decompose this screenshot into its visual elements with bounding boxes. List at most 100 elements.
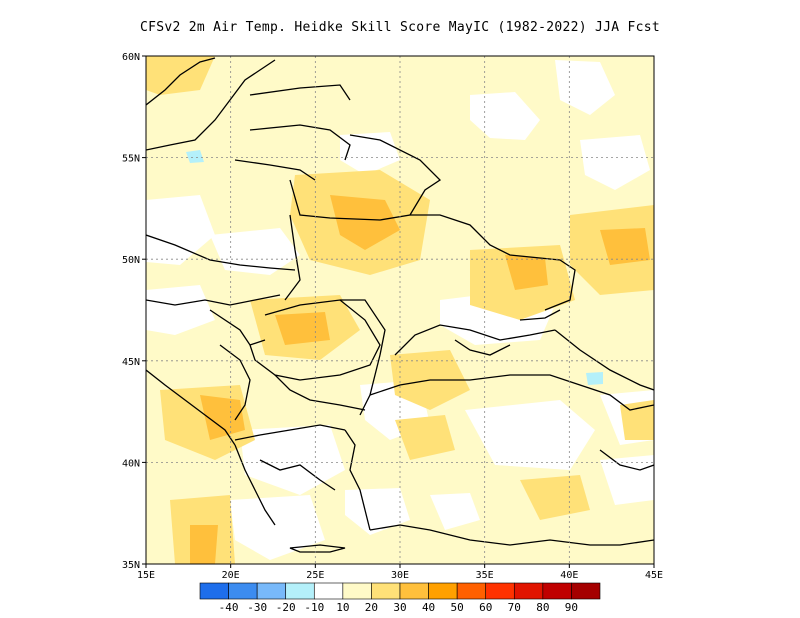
lon-tick-label: 35E — [476, 570, 494, 581]
coastline-black-sea-north — [394, 324, 556, 356]
colorbar: -40 -30 -20 -10 10 20 30 40 50 60 70 80 90 — [199, 582, 601, 614]
borders-layer — [146, 57, 654, 553]
colorbar-label: 50 — [451, 601, 464, 614]
moderate-skill-area — [146, 56, 215, 95]
chart-title: CFSv2 2m Air Temp. Heidke Skill Score Ma… — [139, 20, 661, 35]
white-area — [465, 400, 595, 470]
colorbar-swatch — [513, 582, 544, 600]
moderate-skill-area — [395, 415, 455, 460]
colorbar-label: 40 — [422, 601, 435, 614]
moderate-skill-area — [520, 475, 590, 520]
colorbar-label: 70 — [508, 601, 521, 614]
coastline-sea-of-azov — [519, 309, 561, 321]
colorbar-label: 30 — [393, 601, 406, 614]
lat-tick-label: 40N — [122, 458, 140, 469]
border-hungary-romania — [209, 309, 266, 346]
coastline-gulf-finland — [249, 84, 351, 101]
lon-tick-label: 45E — [645, 570, 663, 581]
border-bulgaria — [274, 374, 366, 411]
high-skill-area — [330, 195, 400, 250]
white-area — [470, 92, 540, 140]
white-area — [600, 455, 654, 505]
lat-tick-label: 60N — [122, 52, 140, 63]
colorbar-swatch — [256, 582, 287, 600]
border-russia-ukraine — [410, 214, 576, 311]
high-skill-area — [505, 255, 548, 290]
colorbar-swatch — [228, 582, 258, 600]
colorbar-swatch — [571, 582, 601, 600]
colorbar-label: 20 — [365, 601, 378, 614]
coastline-scandinavia — [146, 57, 216, 106]
colorbar-swatch — [285, 582, 315, 600]
border-romania — [249, 299, 381, 381]
border-lithuania — [234, 159, 316, 181]
border-poland-west — [146, 234, 296, 271]
negative-skill-areas — [186, 150, 603, 385]
lon-axis: 15E 20E 25E 30E 35E 40E 45E — [137, 564, 663, 581]
coastline-crete — [289, 544, 346, 553]
white-area — [345, 488, 410, 535]
white-area — [146, 285, 215, 335]
colorbar-swatch — [313, 582, 344, 600]
colorbar-swatch — [542, 582, 572, 600]
colorbar-label: 90 — [565, 601, 578, 614]
coastline-black-sea-west — [359, 354, 381, 416]
colorbar-swatch — [428, 582, 458, 600]
border-serbia — [219, 344, 251, 421]
border-slovakia-hungary — [146, 294, 281, 306]
lat-axis: 60N 55N 50N 45N 40N 35N — [122, 52, 146, 571]
high-skill-area — [275, 312, 330, 345]
colorbar-label: -40 — [219, 601, 239, 614]
white-area — [230, 495, 325, 560]
coastline-baltic — [146, 59, 276, 151]
coastline-adriatic — [146, 369, 236, 446]
negative-skill-patch — [186, 150, 204, 163]
white-area — [146, 195, 215, 265]
lon-tick-label: 40E — [560, 570, 578, 581]
coastline-aegean — [234, 444, 276, 526]
lon-tick-label: 20E — [222, 570, 240, 581]
border-caucasus — [554, 329, 654, 391]
lon-tick-label: 15E — [137, 570, 155, 581]
border-moldova — [340, 299, 386, 356]
negative-skill-patch — [586, 372, 603, 385]
colorbar-label: 80 — [536, 601, 549, 614]
colorbar-label: 10 — [336, 601, 349, 614]
white-area — [555, 60, 615, 115]
white-area — [430, 493, 480, 530]
skill-30-40-areas — [190, 195, 650, 564]
lat-tick-label: 55N — [122, 154, 140, 165]
colorbar-label: -10 — [304, 601, 324, 614]
lat-tick-label: 50N — [122, 255, 140, 266]
border-poland-ukraine — [284, 214, 301, 301]
moderate-skill-area — [620, 400, 654, 440]
white-area — [240, 425, 345, 495]
border-greece-north — [234, 424, 346, 441]
white-area — [580, 135, 650, 190]
colorbar-label: -20 — [276, 601, 296, 614]
border-baltics — [249, 124, 351, 161]
high-skill-area — [190, 525, 218, 564]
high-skill-area — [600, 228, 650, 265]
border-turkey-east — [599, 449, 654, 471]
lon-tick-label: 25E — [306, 570, 324, 581]
coastline-black-sea-south — [369, 374, 654, 411]
colorbar-swatch — [199, 582, 229, 600]
colorbar-label: -30 — [247, 601, 267, 614]
lat-tick-label: 35N — [122, 560, 140, 571]
coastline-crimea — [454, 339, 511, 356]
colorbar-swatch — [456, 582, 487, 600]
colorbar-swatch — [399, 582, 429, 600]
colorbar-swatch — [371, 582, 401, 600]
colorbar-swatch — [342, 582, 372, 600]
lon-tick-label: 30E — [391, 570, 409, 581]
colorbar-swatch — [485, 582, 515, 600]
coastline-turkey-south — [369, 524, 654, 546]
lat-tick-label: 45N — [122, 357, 140, 368]
high-skill-area — [200, 395, 245, 440]
coastline-greece-south — [259, 459, 336, 491]
shading-layer — [146, 56, 654, 564]
colorbar-label: 60 — [479, 601, 492, 614]
coastline-turkey-west — [344, 429, 371, 531]
